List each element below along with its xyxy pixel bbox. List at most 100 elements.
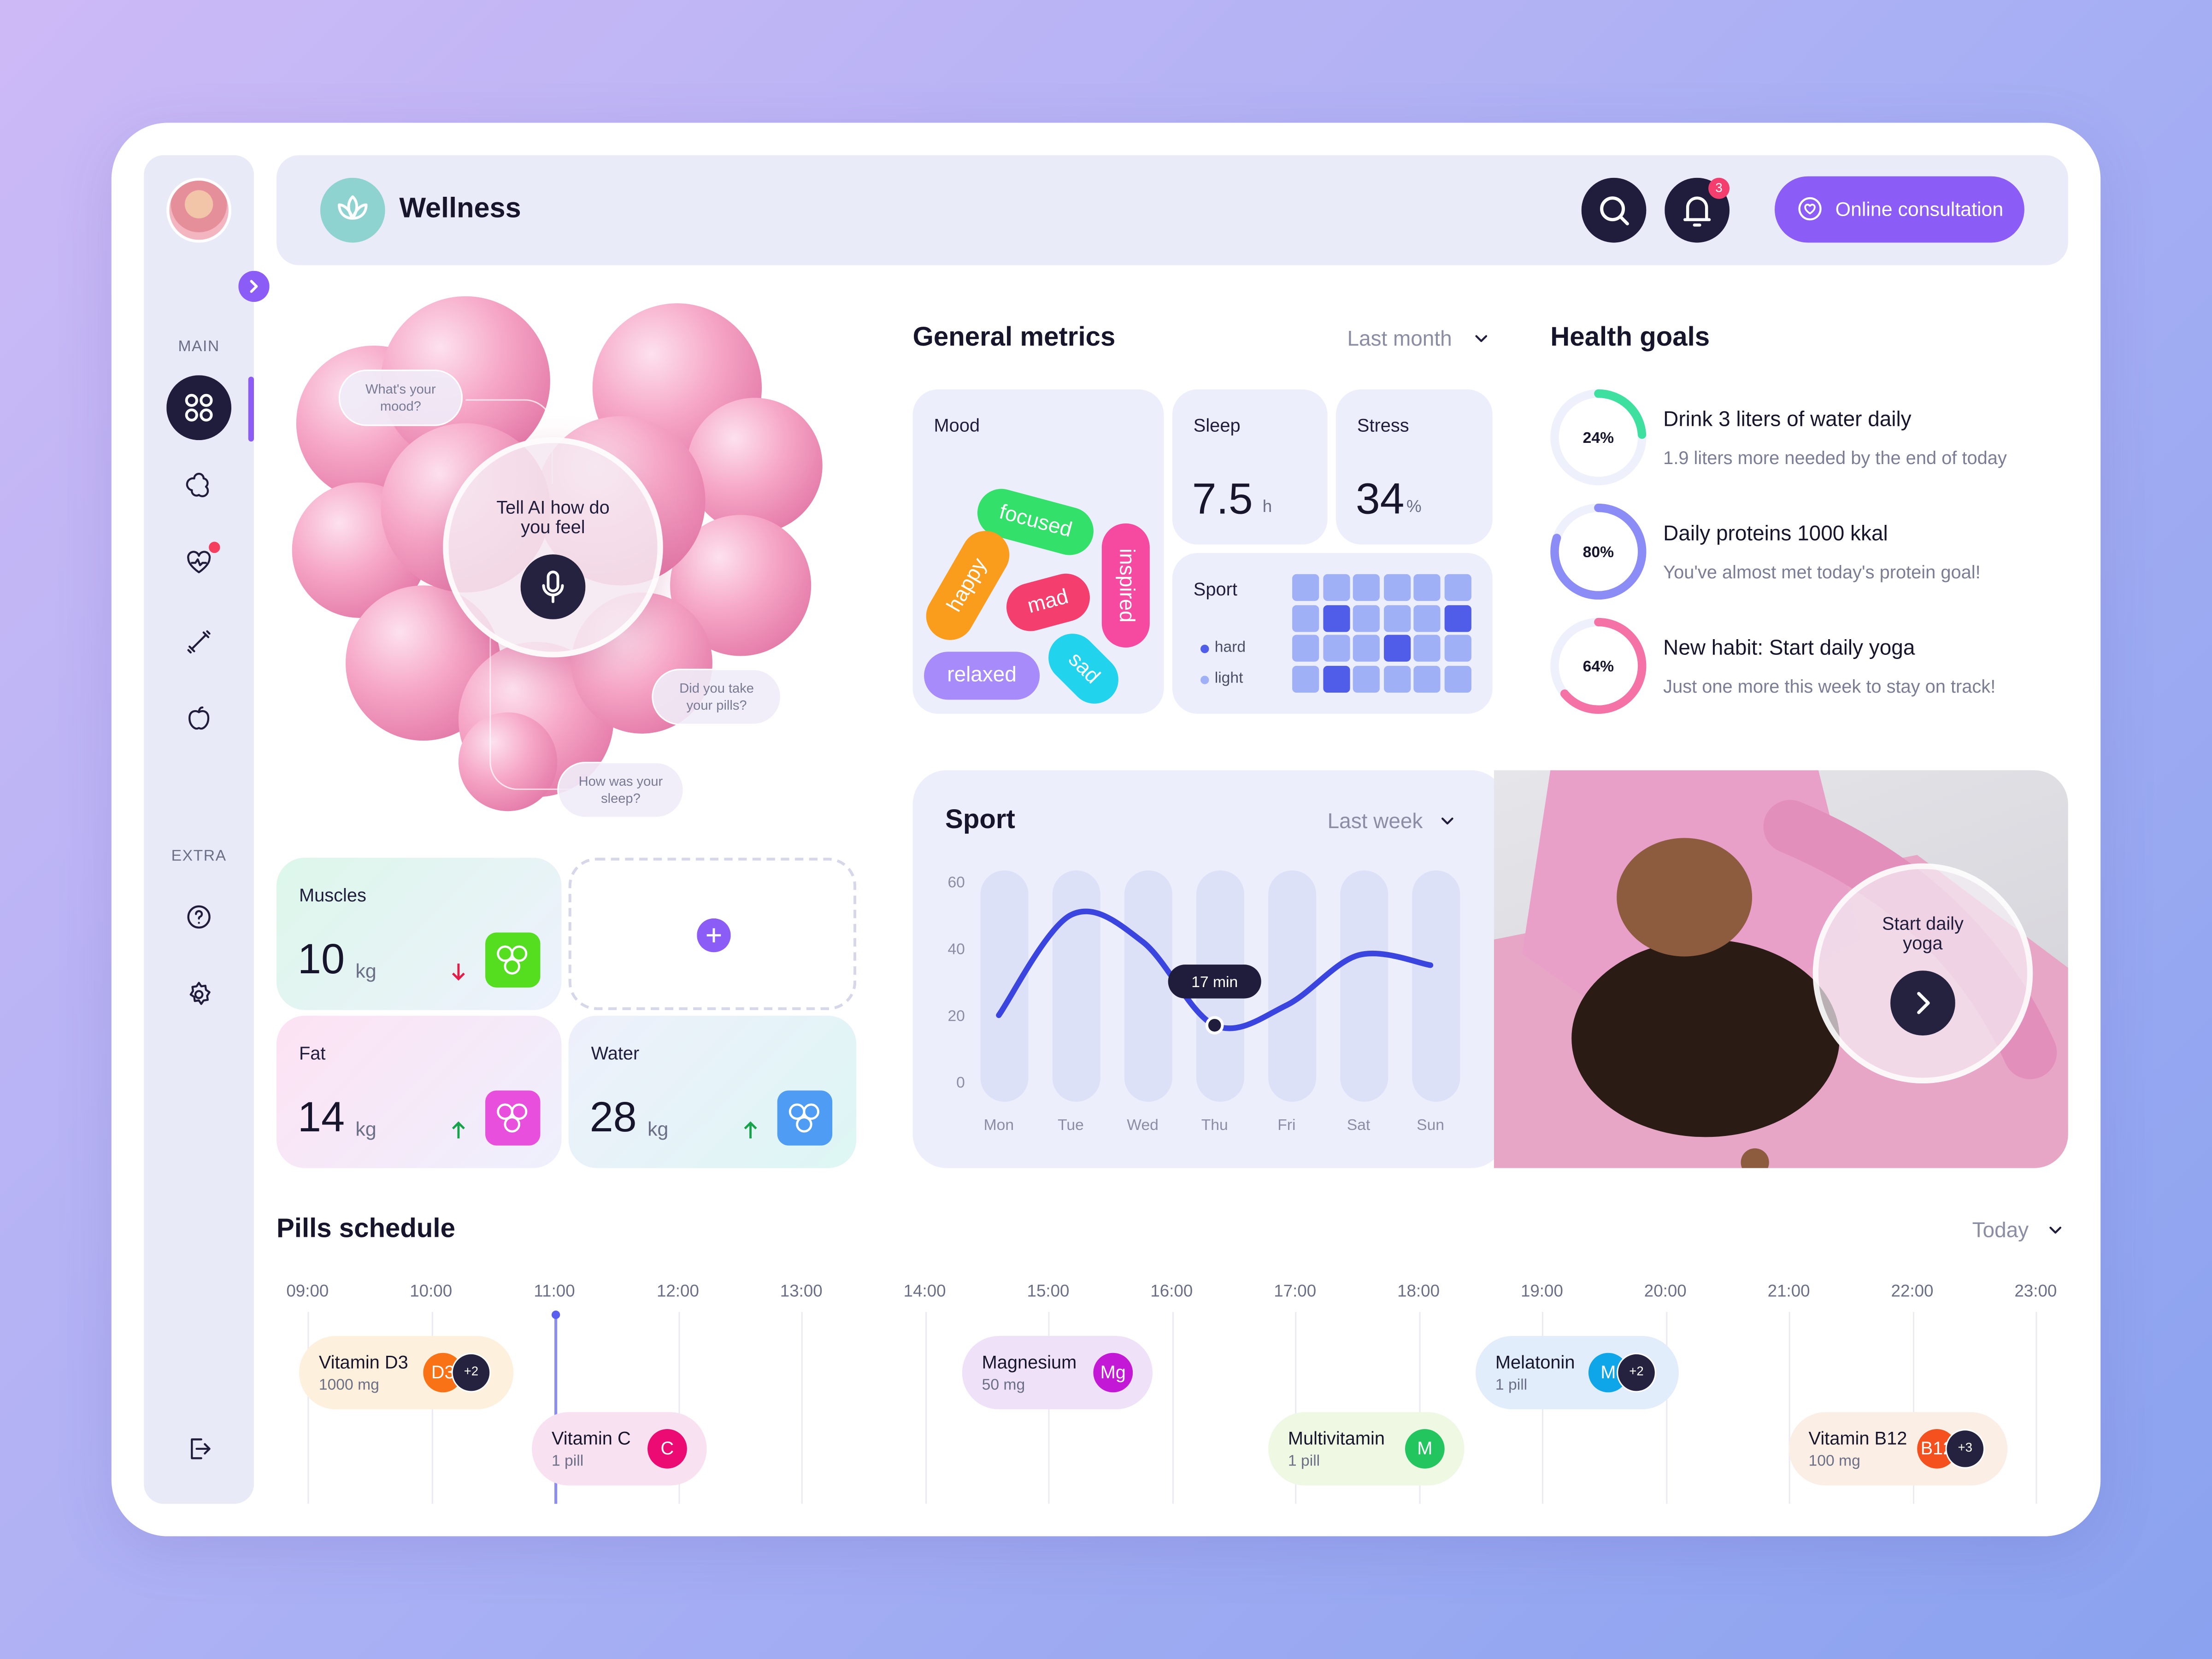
heatmap-cell [1292,574,1319,601]
nav-logout[interactable] [185,1435,213,1463]
promo-text: Start daily yoga [1882,912,1964,954]
stat-value: 10 [297,936,345,983]
time-label: 20:00 [1644,1281,1687,1301]
goal-note: You've almost met today's protein goal! [1663,561,1981,583]
section-label: EXTRA [171,847,227,865]
heatmap-cell [1413,635,1441,662]
time-label: 15:00 [1027,1281,1070,1301]
stat-unit: kg [647,1117,669,1140]
consultation-button[interactable]: Online consultation [1775,176,2024,243]
heatmap-cell [1322,574,1350,601]
notification-badge: 3 [1708,177,1730,199]
dropdown-chevron[interactable] [1471,329,1491,348]
time-label: 11:00 [534,1281,575,1301]
period-select[interactable]: Last month [1347,327,1452,352]
header-bar [276,155,2068,265]
search-button[interactable] [1581,177,1647,243]
heatmap-cell [1353,635,1380,662]
stat-unit: kg [355,959,377,982]
time-label: 19:00 [1520,1281,1563,1301]
ai-bubble: Did you take your pills? [652,669,782,725]
heatmap-cell [1383,604,1410,631]
nav-home[interactable] [166,375,232,441]
time-line [2036,1312,2037,1504]
legend-dot [1200,644,1209,653]
legend-label: light [1214,670,1243,687]
promo-button[interactable] [1890,971,1955,1035]
heatmap-cell [1444,604,1471,631]
nav-brain[interactable] [185,472,213,501]
add-card[interactable] [568,858,857,1010]
pill-dose: 100 mg [1808,1453,1860,1470]
nav-nutrition[interactable] [185,704,213,732]
time-line [801,1312,803,1504]
pill-extra: +2 [451,1353,491,1393]
heatmap-cell [1292,604,1319,631]
mic-button[interactable] [520,554,586,619]
pill-dose: 50 mg [982,1377,1025,1394]
legend-label: hard [1214,639,1246,656]
day-column [1268,870,1317,1102]
pill-name: Magnesium [982,1351,1077,1373]
time-label: 14:00 [903,1281,946,1301]
pill-dose: 1 pill [1495,1377,1528,1394]
trend-arrow [741,1120,760,1140]
heatmap-cell [1322,604,1350,631]
stat-label: Muscles [299,884,366,906]
goal-title: Drink 3 liters of water daily [1663,407,1912,432]
time-line [677,1312,679,1504]
mood-tag: relaxed [924,652,1040,700]
day-column [1196,870,1244,1102]
pill-card: Vitamin D3 1000 mg D3 +2 [299,1335,514,1410]
stat-value: 28 [589,1094,637,1141]
pill-extra: +2 [1617,1353,1656,1393]
heatmap-cell [1383,665,1410,692]
dropdown-chevron[interactable] [1437,811,1457,831]
nav-heart[interactable] [185,549,213,577]
time-label: 23:00 [2014,1281,2057,1301]
pill-dose: 1 pill [1288,1453,1320,1470]
metric-unit: h [1262,496,1272,517]
time-line [1295,1312,1297,1504]
period-select[interactable]: Today [1972,1218,2029,1243]
stat-label: Water [591,1042,640,1064]
period-select[interactable]: Last week [1327,810,1423,834]
trend-arrow [448,962,468,982]
heatmap-cell [1444,635,1471,662]
time-line [1418,1312,1420,1504]
metric-label: Mood [934,415,980,436]
app-title: Wellness [399,193,521,224]
dropdown-chevron[interactable] [2046,1220,2065,1240]
heatmap-cell [1353,574,1380,601]
now-dot [551,1310,560,1319]
pill-card: Melatonin 1 pill M +2 [1476,1335,1679,1410]
section-title: Health goals [1550,323,1710,353]
heatmap-cell [1444,574,1471,601]
metric-label: Sleep [1193,415,1241,436]
goal-note: Just one more this week to stay on track… [1663,676,1996,697]
ai-bubble: What's your mood? [338,370,463,426]
pill-name: Multivitamin [1288,1427,1385,1449]
pill-badge: C [647,1429,687,1469]
pill-card: Magnesium 50 mg Mg [962,1335,1153,1410]
pill-badge: Mg [1093,1353,1133,1393]
pill-name: Vitamin C [551,1427,631,1449]
now-line [554,1315,557,1504]
nav-settings[interactable] [185,981,213,1009]
stat-unit: kg [355,1117,377,1140]
metric-unit: % [1406,496,1422,517]
heatmap-cell [1413,574,1441,601]
time-label: 21:00 [1767,1281,1810,1301]
legend-dot [1200,676,1209,684]
nav-help[interactable] [185,903,213,931]
nav-fitness[interactable] [185,628,213,656]
expand-button[interactable] [238,271,270,302]
time-label: 17:00 [1274,1281,1317,1301]
goal-title: New habit: Start daily yoga [1663,636,1915,660]
heatmap-cell [1292,635,1319,662]
logo [320,177,385,243]
pill-name: Vitamin D3 [318,1351,408,1373]
connector [489,635,588,790]
heatmap-cell [1413,604,1441,631]
